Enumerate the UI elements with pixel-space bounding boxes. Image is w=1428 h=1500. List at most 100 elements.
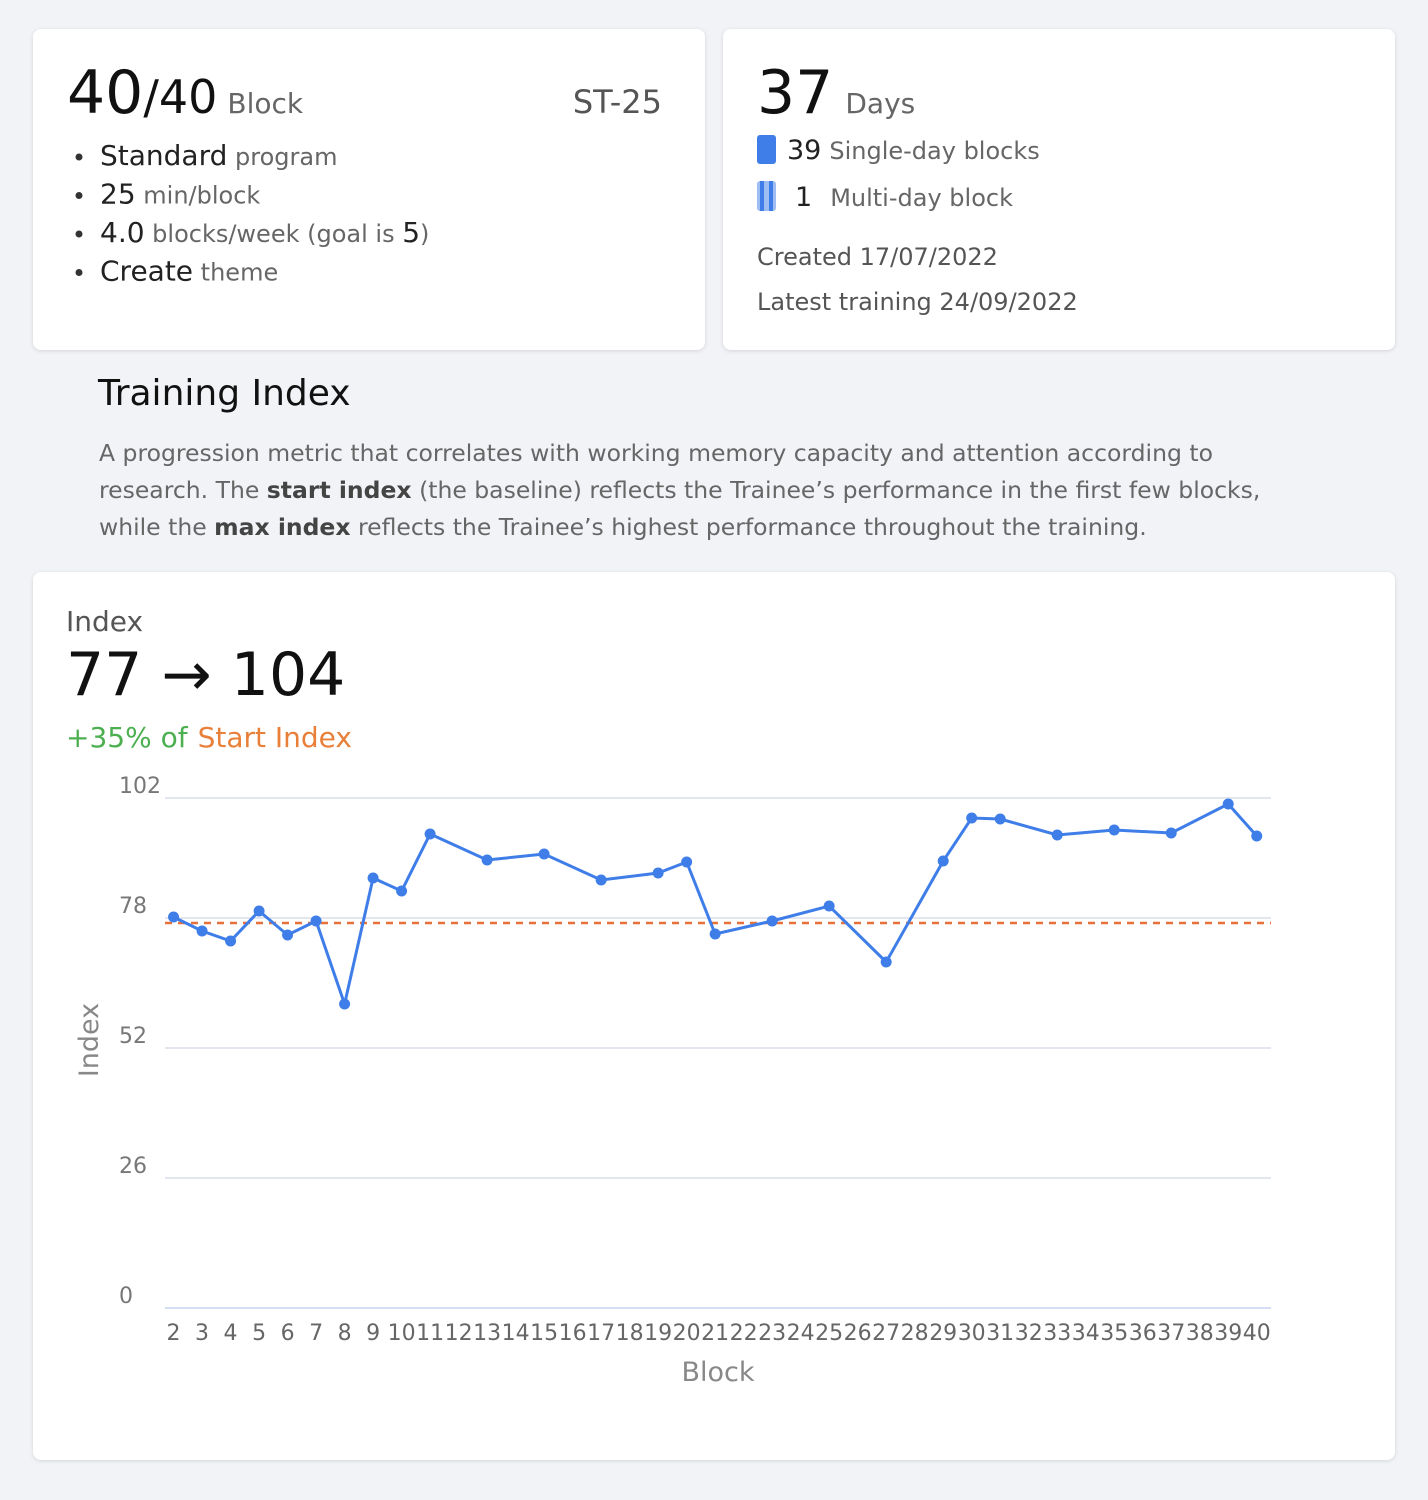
description-text: (the baseline) reflects the Trainee’s pe…: [412, 476, 1261, 504]
data-point: [595, 874, 607, 886]
description-strong: start index: [267, 476, 412, 504]
data-point: [339, 998, 351, 1010]
data-point: [367, 872, 379, 884]
data-point: [1165, 827, 1177, 839]
description-text: while the: [99, 513, 214, 541]
data-point: [652, 867, 664, 879]
x-tick-label: 16: [559, 1321, 587, 1346]
x-tick-label: 13: [473, 1321, 501, 1346]
x-tick-label: 38: [1186, 1321, 1214, 1346]
detail-strong: Create: [100, 255, 193, 288]
data-point: [481, 854, 493, 866]
x-tick-label: 28: [901, 1321, 929, 1346]
blocks-unit: Block: [227, 87, 304, 120]
detail-text: program: [227, 143, 337, 171]
single-day-icon: [757, 135, 776, 164]
bullet: [75, 269, 83, 276]
summary-card: [33, 29, 705, 350]
data-point: [310, 915, 322, 927]
y-axis-title: Index: [74, 1003, 105, 1077]
detail-item: Standard program: [100, 139, 337, 172]
latest-date: Latest training 24/09/2022: [757, 288, 1078, 316]
data-point: [1222, 798, 1234, 810]
blocks-total: /40: [143, 70, 217, 124]
data-point: [709, 928, 721, 940]
description-line: while the max index reflects the Trainee…: [99, 513, 1147, 541]
x-tick-label: 25: [815, 1321, 843, 1346]
days-count: 37: [757, 58, 833, 128]
x-tick-label: 3: [195, 1321, 209, 1346]
x-tick-label: 5: [252, 1321, 266, 1346]
x-tick-label: 24: [787, 1321, 815, 1346]
x-tick-label: 21: [701, 1321, 729, 1346]
single-day-count: 39: [787, 135, 821, 166]
bullet: [75, 192, 83, 199]
x-tick-label: 19: [644, 1321, 672, 1346]
block-count: 40/40 Block: [67, 58, 304, 128]
x-tick-label: 37: [1157, 1321, 1185, 1346]
multi-day-count: 1: [795, 182, 812, 213]
data-point: [1051, 829, 1063, 841]
blocks-done: 40: [67, 58, 143, 128]
x-tick-label: 8: [338, 1321, 352, 1346]
detail-item: 25 min/block: [100, 178, 260, 211]
multi-day: 1 Multi-day block: [795, 182, 1013, 213]
x-tick-label: 27: [872, 1321, 900, 1346]
bullet: [75, 153, 83, 161]
x-tick-label: 10: [388, 1321, 416, 1346]
reference: Start Index: [198, 721, 352, 754]
data-point: [681, 856, 693, 868]
multi-day-icon: [757, 181, 776, 211]
x-tick-label: 18: [616, 1321, 644, 1346]
bullet: [75, 230, 83, 238]
description-text: research. The: [99, 476, 267, 504]
x-axis-title: Block: [681, 1357, 754, 1388]
icon-bg: [757, 181, 776, 211]
x-tick-label: 11: [416, 1321, 444, 1346]
data-point: [396, 885, 408, 897]
days-unit: Days: [845, 87, 915, 120]
data-point: [823, 900, 835, 912]
x-tick-label: 23: [758, 1321, 786, 1346]
y-tick-label: 78: [119, 894, 147, 919]
description-line: research. The start index (the baseline)…: [99, 476, 1260, 504]
x-tick-label: 33: [1043, 1321, 1071, 1346]
x-tick-label: 26: [844, 1321, 872, 1346]
x-tick-label: 29: [929, 1321, 957, 1346]
days: 37 Days: [757, 58, 915, 128]
data-point: [966, 812, 978, 824]
x-tick-label: 36: [1129, 1321, 1157, 1346]
icon-stripe: [769, 181, 773, 211]
data-point: [196, 925, 208, 937]
x-tick-label: 20: [673, 1321, 701, 1346]
calendar-card: [723, 29, 1395, 350]
detail-text: blocks/week (goal is: [145, 220, 403, 248]
section-description: A progression metric that correlates wit…: [99, 439, 1260, 541]
single-day-label: Single-day blocks: [829, 137, 1039, 165]
y-tick-label: 52: [119, 1024, 147, 1049]
y-tick-label: 26: [119, 1154, 147, 1179]
x-tick-label: 30: [958, 1321, 986, 1346]
data-point: [766, 915, 778, 927]
y-tick-label: 0: [119, 1284, 133, 1309]
detail-strong: 25: [100, 178, 136, 211]
x-tick-label: 32: [1015, 1321, 1043, 1346]
x-tick-label: 17: [587, 1321, 615, 1346]
x-tick-label: 9: [366, 1321, 380, 1346]
detail-strong: Standard: [100, 139, 227, 172]
change: +35% of: [66, 721, 189, 754]
created-date: Created 17/07/2022: [757, 243, 998, 271]
x-tick-label: 35: [1100, 1321, 1128, 1346]
x-tick-label: 12: [445, 1321, 473, 1346]
detail-text: min/block: [136, 182, 261, 210]
x-tick-label: 7: [309, 1321, 323, 1346]
data-point: [1108, 824, 1120, 836]
detail-text: ): [420, 220, 429, 248]
data-point: [168, 911, 180, 923]
x-tick-label: 2: [167, 1321, 181, 1346]
data-point: [253, 905, 265, 917]
description-text: A progression metric that correlates wit…: [99, 439, 1213, 467]
y-tick-label: 102: [119, 774, 161, 799]
